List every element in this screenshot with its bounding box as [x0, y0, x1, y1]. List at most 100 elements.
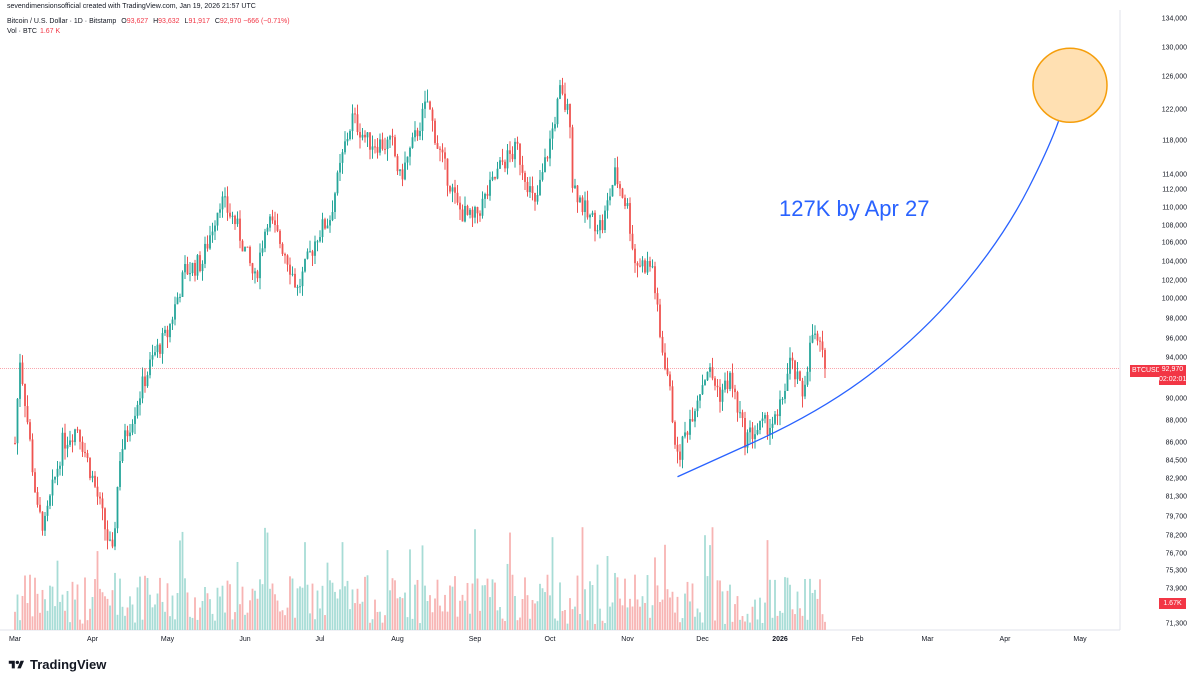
candle-body	[159, 344, 161, 354]
candle-body	[764, 415, 766, 419]
candle-body	[49, 495, 51, 506]
volume-bar	[551, 537, 554, 630]
candle-body	[561, 85, 564, 94]
volume-bar	[621, 605, 624, 630]
candle-body	[641, 260, 644, 267]
volume-bar	[691, 583, 694, 630]
volume-bar	[191, 617, 194, 630]
price-tick-label: 73,900	[1165, 585, 1187, 593]
volume-bar	[476, 578, 479, 630]
candle-body	[499, 160, 501, 169]
volume-bar	[426, 601, 429, 630]
candle-body	[686, 432, 689, 435]
candle-body	[749, 427, 751, 433]
volume-bar	[429, 595, 431, 630]
volume-bar	[724, 623, 726, 630]
candle-body	[681, 436, 684, 460]
volume-bar	[489, 597, 491, 630]
candle-body	[466, 205, 469, 215]
candle-body	[111, 539, 114, 547]
candle-body	[131, 423, 134, 433]
volume-bar	[641, 596, 644, 630]
candle-body	[259, 252, 261, 279]
volume-bar	[249, 600, 251, 630]
price-tick-label: 126,000	[1161, 73, 1187, 81]
volume-bar	[61, 594, 64, 630]
volume-bar	[694, 616, 696, 630]
volume-bar	[454, 576, 456, 630]
volume-bar	[299, 586, 301, 630]
volume-bar	[504, 620, 506, 630]
price-tick-label: 102,000	[1161, 277, 1187, 285]
price-tick-label: 110,000	[1162, 204, 1187, 212]
volume-bar	[756, 619, 759, 630]
candle-body	[364, 134, 366, 138]
candle-body	[376, 146, 379, 153]
candle-body	[649, 261, 651, 267]
candle-body	[69, 440, 71, 445]
trend-curve	[677, 85, 1071, 478]
volume-bar	[31, 616, 34, 630]
candle-body	[204, 243, 206, 264]
volume-bar	[356, 588, 359, 630]
candle-body	[306, 251, 309, 259]
chart-credit: sevendimensionsofficial created with Tra…	[7, 3, 256, 10]
volume-bar	[614, 572, 616, 630]
price-tick-label: 122,000	[1161, 106, 1187, 114]
candle-body	[389, 136, 391, 140]
volume-bar	[511, 574, 514, 630]
candle-body	[809, 342, 811, 372]
volume-bar	[394, 580, 396, 630]
volume-bar	[636, 599, 639, 630]
volume-bar	[661, 599, 664, 630]
tradingview-logo-icon	[8, 660, 24, 668]
volume-bar	[174, 619, 176, 630]
candle-body	[469, 209, 471, 215]
candle-body	[56, 468, 59, 477]
candle-body	[679, 451, 681, 460]
volume-bar	[556, 620, 559, 630]
volume-bar	[201, 600, 204, 630]
volume-bar	[534, 603, 536, 630]
volume-bar	[611, 602, 614, 630]
volume-bar	[149, 594, 151, 630]
volume-bar	[571, 609, 574, 630]
volume-bar	[279, 611, 281, 630]
candle-body	[169, 323, 171, 338]
candle-body	[674, 422, 676, 445]
volume-label[interactable]: Vol · BTC	[7, 28, 37, 35]
time-tick-label: May	[1073, 636, 1087, 643]
volume-bar	[466, 582, 469, 630]
tradingview-logo[interactable]: TradingView	[8, 657, 106, 672]
symbol-name[interactable]: Bitcoin / U.S. Dollar · 1D · Bitstamp	[7, 18, 117, 25]
candle-body	[274, 220, 276, 226]
candle-body	[231, 215, 234, 217]
candle-body	[241, 240, 244, 252]
candle-body	[239, 218, 241, 241]
candle-body	[264, 231, 266, 249]
price-tick-label: 130,000	[1161, 44, 1187, 52]
candle-body	[699, 394, 701, 401]
candle-body	[449, 185, 451, 192]
candle-body	[106, 529, 109, 541]
volume-bar	[206, 593, 209, 630]
volume-bar	[156, 593, 159, 630]
volume-bar	[304, 542, 306, 630]
volume-bar	[374, 599, 376, 630]
last-price-value: 92,970	[1161, 366, 1184, 373]
forecast-annotation[interactable]: 127K by Apr 27	[779, 196, 930, 221]
candle-body	[524, 172, 526, 182]
candle-body	[701, 385, 704, 395]
candle-body	[256, 271, 259, 279]
volume-bar	[69, 622, 71, 630]
volume-bar	[719, 580, 721, 630]
volume-tag: 1.67K	[1159, 598, 1186, 609]
candle-body	[594, 212, 596, 232]
candle-body	[766, 415, 769, 435]
candle-body	[199, 255, 201, 272]
volume-bar	[501, 618, 504, 630]
volume-bar	[171, 595, 174, 630]
volume-bar	[41, 589, 44, 630]
volume-bar	[291, 578, 294, 630]
